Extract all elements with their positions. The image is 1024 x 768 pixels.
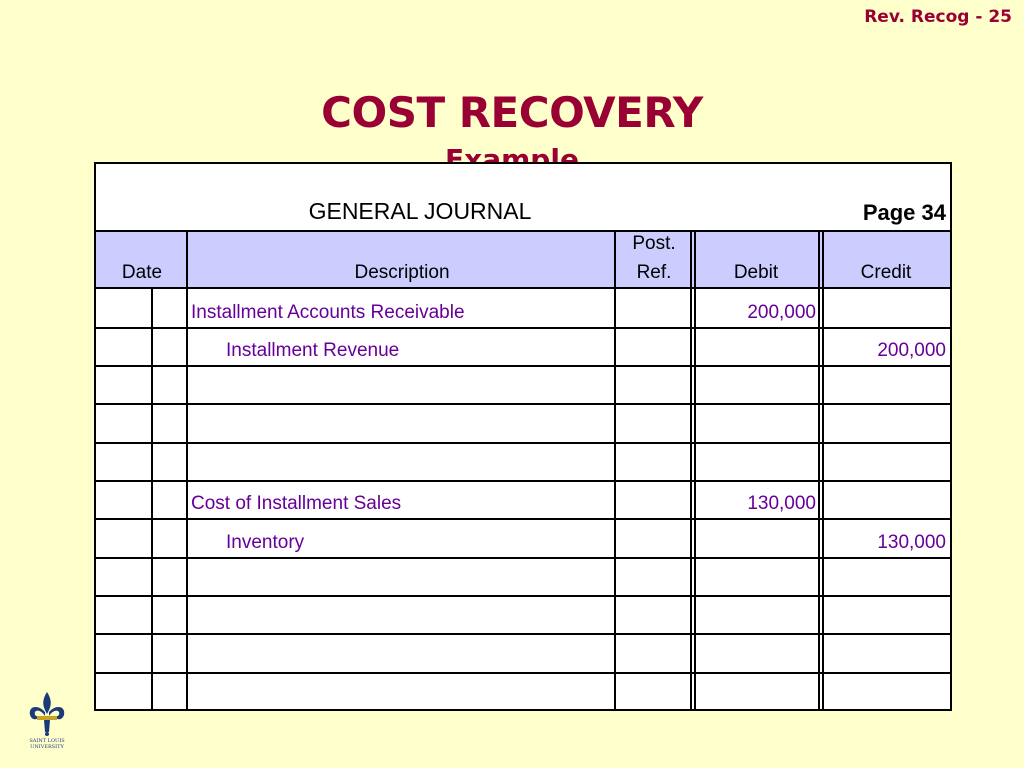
entry-description: Installment Revenue	[226, 340, 400, 361]
entry-credit: 130,000	[877, 532, 946, 553]
entry-description: Installment Accounts Receivable	[191, 302, 465, 323]
logo-text: SAINT LOUIS UNIVERSITY	[29, 738, 65, 750]
grid-line	[151, 289, 153, 709]
grid-line	[96, 480, 950, 482]
grid-line	[96, 633, 950, 635]
grid-line	[96, 442, 950, 444]
grid-line	[96, 672, 950, 674]
entry-credit: 200,000	[877, 340, 946, 361]
entry-debit: 200,000	[747, 302, 816, 323]
grid-line	[690, 230, 692, 709]
header-description: Description	[354, 262, 450, 283]
grid-line	[96, 365, 950, 367]
journal-header-row	[96, 230, 950, 289]
grid-line	[694, 230, 696, 709]
header-post-ref-line2: Ref.	[636, 262, 672, 283]
grid-line	[96, 595, 950, 597]
header-debit: Debit	[733, 262, 779, 283]
header-date: Date	[121, 262, 163, 283]
general-journal: GENERAL JOURNAL Page 34 Date Description…	[94, 162, 952, 711]
header-credit: Credit	[860, 262, 912, 283]
entry-debit: 130,000	[747, 493, 816, 514]
journal-title: GENERAL JOURNAL	[308, 198, 532, 224]
fleur-de-lis-icon	[29, 692, 65, 736]
slide-number: Rev. Recog - 25	[864, 7, 1012, 27]
university-logo: SAINT LOUIS UNIVERSITY	[22, 688, 72, 754]
grid-line	[96, 518, 950, 520]
grid-line	[186, 230, 188, 709]
grid-line	[818, 230, 820, 709]
grid-line	[96, 327, 950, 329]
grid-line	[96, 403, 950, 405]
entry-description: Inventory	[226, 532, 305, 553]
grid-line	[822, 230, 824, 709]
grid-line	[614, 230, 616, 709]
slide-title: COST RECOVERY	[321, 88, 703, 137]
entry-description: Cost of Installment Sales	[191, 493, 402, 514]
journal-page-number: Page 34	[862, 200, 946, 225]
header-post-ref-line1: Post.	[632, 233, 676, 254]
grid-line	[96, 557, 950, 559]
